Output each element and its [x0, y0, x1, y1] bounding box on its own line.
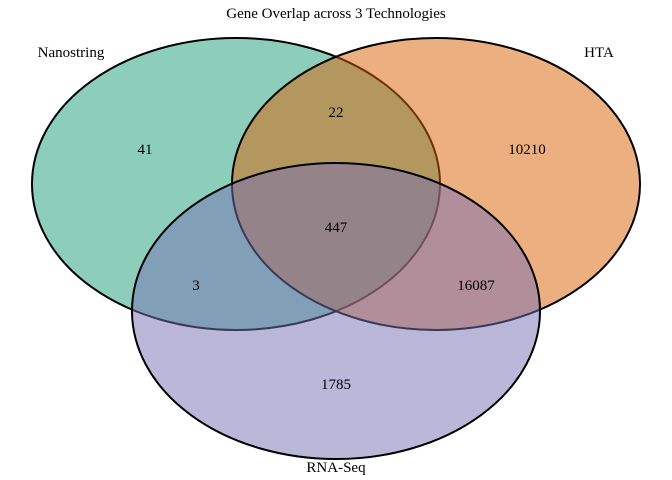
region-count-all-three: 447: [325, 220, 348, 236]
region-count-nanostring-rnaseq: 3: [192, 278, 200, 294]
set-label-hta: HTA: [584, 45, 614, 61]
region-count-hta-rnaseq: 16087: [457, 278, 495, 294]
region-count-hta-only: 10210: [508, 142, 546, 158]
diagram-title: Gene Overlap across 3 Technologies: [226, 6, 446, 22]
region-count-nanostring-hta: 22: [329, 105, 344, 121]
set-ellipse-rnaseq: [131, 162, 541, 460]
region-count-rnaseq-only: 1785: [321, 377, 351, 393]
set-label-rnaseq: RNA-Seq: [306, 460, 366, 476]
region-count-nanostring-only: 41: [138, 142, 153, 158]
set-label-nanostring: Nanostring: [38, 45, 105, 61]
